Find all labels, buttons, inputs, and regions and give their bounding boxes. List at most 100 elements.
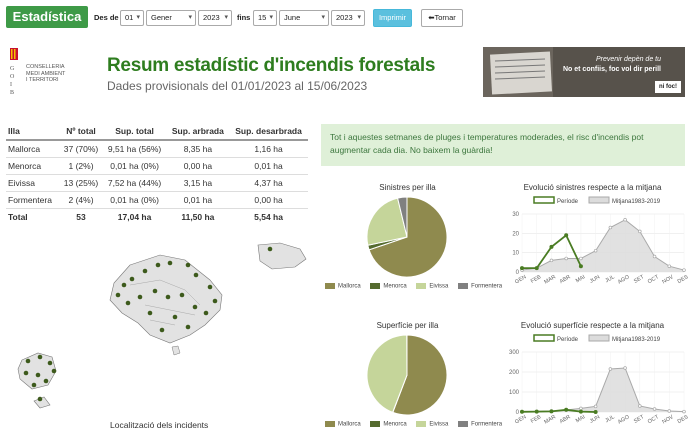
period-point <box>534 266 539 271</box>
prevention-banner[interactable]: Prevenir depèn de tu No et confiis, foc … <box>483 47 685 97</box>
y-tick-label: 30 <box>512 212 519 218</box>
from-month-select[interactable]: Gener <box>146 10 196 26</box>
x-tick-label: JUN <box>589 274 601 285</box>
average-point <box>608 367 613 371</box>
period-point <box>578 264 583 269</box>
period-point <box>534 409 539 414</box>
period-point <box>520 409 524 414</box>
to-month-select[interactable]: June <box>279 10 329 26</box>
table-header-row: Illa Nº total Sup. total Sup. arbrada Su… <box>6 123 308 141</box>
period-point <box>578 409 583 414</box>
x-tick-label: DES <box>677 274 690 285</box>
x-tick-label: MAI <box>575 274 587 284</box>
line2-title: Evolució superfície respecte a la mitjan… <box>520 321 665 330</box>
incidents-map <box>17 242 307 409</box>
table-row: Eivissa 13 (25%) 7,52 ha (44%) 3,15 ha 4… <box>6 174 308 192</box>
pie2-title: Superfície per illa <box>376 321 439 330</box>
average-point <box>667 409 672 413</box>
from-year-select[interactable]: 2023 <box>198 10 232 26</box>
table-row: Mallorca 37 (70%) 9,51 ha (56%) 8,35 ha … <box>6 140 308 158</box>
table-cell: 0,01 ha <box>229 157 308 175</box>
period-line <box>521 408 596 413</box>
banner-line-2: No et confiis, foc vol dir perill <box>562 66 661 73</box>
x-tick-label: AGO <box>617 274 631 286</box>
average-point <box>579 406 583 411</box>
x-tick-label: FEB <box>530 274 543 285</box>
incident-markers <box>23 246 273 402</box>
to-day-select[interactable]: 15 <box>253 10 277 26</box>
table-cell: 0,00 ha <box>229 191 308 209</box>
pie-chart-incidents <box>366 196 448 278</box>
pie-slice-mallorca <box>392 334 448 416</box>
average-point <box>549 258 554 263</box>
arrow-left-icon: ⬅ <box>428 13 435 22</box>
y-tick-label: 20 <box>512 231 519 237</box>
average-point <box>638 229 642 234</box>
pie-slice-eivissa <box>366 334 408 413</box>
header-total: Nº total <box>59 123 103 141</box>
average-point <box>593 404 598 409</box>
table-cell: 5,54 ha <box>254 212 283 223</box>
back-button[interactable]: ⬅Tornar <box>421 9 463 27</box>
legend-swatch-average <box>588 196 610 204</box>
legend-label-period: Període <box>557 199 579 205</box>
pie1-legend: Mallorca Menorca Eivissa Formentera <box>325 283 510 290</box>
average-point <box>608 225 613 230</box>
legend-swatch-period <box>533 334 555 342</box>
y-tick-label: 200 <box>509 370 520 376</box>
header-sup-total: Sup. total <box>102 123 167 141</box>
average-point <box>638 404 642 408</box>
x-tick-label: JUN <box>589 414 601 425</box>
table-cell: 17,04 ha <box>117 212 152 223</box>
x-tick-label: MAR <box>543 414 557 425</box>
average-point <box>593 248 598 253</box>
line1-title: Evolució sinistres respecte a la mitjana <box>523 183 662 192</box>
table-cell: 3,15 ha <box>166 174 230 192</box>
legend-label-average: Mitjana1983-2019 <box>612 199 661 205</box>
table-cell: Total <box>8 212 28 223</box>
brand-badge[interactable]: Estadística <box>6 6 88 28</box>
average-point <box>652 254 657 259</box>
x-tick-label: AGO <box>617 414 631 426</box>
table-cell: 4,37 ha <box>229 174 308 192</box>
header-sup-desarbrada: Sup. desarbrada <box>229 123 308 141</box>
menorca-island-icon <box>257 242 307 270</box>
average-area <box>522 368 684 412</box>
x-tick-label: MAI <box>575 414 587 424</box>
from-day-select[interactable]: 01 <box>120 10 144 26</box>
line-legend: Període Mitjana1983-2019 <box>533 334 661 343</box>
coat-of-arms-icon: G O I B <box>10 48 18 96</box>
table-cell: 1,16 ha <box>229 140 308 158</box>
banner-line-1: Prevenir depèn de tu <box>596 56 661 63</box>
table-cell: 8,35 ha <box>166 140 230 158</box>
pie-slice-eivissa <box>366 197 408 246</box>
table-row: Menorca 1 (2%) 0,01 ha (0%) 0,00 ha 0,01… <box>6 157 308 175</box>
period-point <box>564 233 569 238</box>
table-cell: Formentera <box>6 191 60 209</box>
legend-label-period: Període <box>557 337 579 343</box>
pie1-title: Sinistres per illa <box>379 183 436 192</box>
x-tick-label: NOV <box>661 274 675 285</box>
print-button[interactable]: Imprimir <box>373 9 412 27</box>
back-label: Tornar <box>434 13 456 22</box>
legend-swatch-average <box>588 334 610 342</box>
table-cell: Menorca <box>6 157 60 175</box>
table-cell: Eivissa <box>6 174 60 192</box>
average-point <box>682 409 686 414</box>
y-tick-label: 0 <box>516 270 520 276</box>
svg-text:O: O <box>10 74 15 80</box>
table-cell: 13 (25%) <box>59 174 103 192</box>
legend-swatch-period <box>533 196 555 204</box>
stats-table: Illa Nº total Sup. total Sup. arbrada Su… <box>6 123 308 226</box>
table-cell: 7,52 ha (44%) <box>102 174 167 192</box>
x-tick-label: ABR <box>559 414 572 425</box>
map-label: Localització dels incidents <box>110 420 209 430</box>
period-point <box>593 410 598 414</box>
government-logo: G O I B CONSELLERIA MEDI AMBIENT I TERRI… <box>8 46 78 100</box>
x-tick-label: JUL <box>604 274 615 284</box>
table-total-row: Total 53 17,04 ha 11,50 ha 5,54 ha <box>6 209 308 226</box>
to-year-select[interactable]: 2023 <box>331 10 365 26</box>
table-cell: 2 (4%) <box>59 191 103 209</box>
y-tick-label: 100 <box>509 390 520 396</box>
